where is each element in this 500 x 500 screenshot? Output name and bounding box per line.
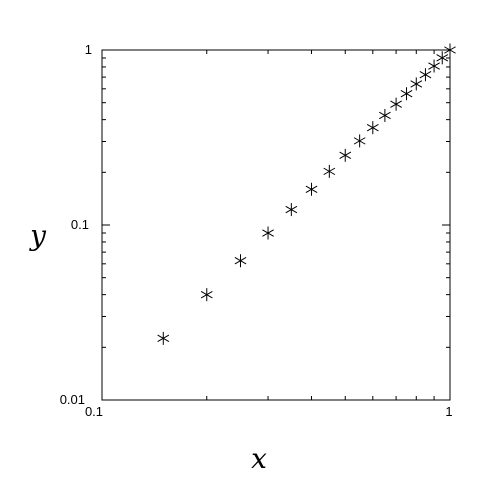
data-point — [400, 87, 413, 101]
data-points — [157, 43, 456, 345]
x-tick-label-0.1: 0.1 — [85, 404, 103, 419]
data-point-stroke — [305, 185, 318, 193]
data-point-stroke — [436, 54, 449, 62]
x-axis-label: x — [251, 442, 267, 475]
y-axis-label: y — [28, 219, 47, 252]
data-point-stroke — [400, 90, 413, 98]
axis-ticks — [101, 49, 451, 401]
data-point-stroke — [379, 111, 391, 120]
data-point — [419, 68, 432, 82]
data-point — [428, 59, 440, 73]
data-point-stroke — [366, 123, 379, 132]
data-point — [323, 164, 336, 178]
data-point-stroke — [285, 205, 298, 214]
data-point — [390, 97, 402, 111]
data-point — [157, 331, 170, 345]
data-point — [339, 148, 352, 162]
data-point-stroke — [390, 100, 402, 108]
data-point-stroke — [262, 229, 274, 237]
data-point — [285, 203, 298, 217]
data-point-stroke — [339, 151, 352, 160]
data-point-stroke — [428, 62, 440, 70]
data-point — [353, 134, 366, 148]
axis-tick-labels: 0.1 1 0.01 0.1 1 — [60, 42, 453, 419]
data-point-stroke — [157, 334, 170, 343]
y-tick-label-0.1: 0.1 — [71, 217, 89, 232]
data-point-stroke — [353, 137, 366, 145]
x-tick-label-1: 1 — [445, 404, 452, 419]
data-point — [410, 77, 423, 91]
data-point — [262, 226, 274, 240]
data-point-stroke — [323, 167, 336, 176]
data-point — [436, 51, 449, 65]
y-tick-label-1: 1 — [85, 42, 92, 57]
data-point-stroke — [200, 290, 213, 299]
data-point — [379, 108, 391, 122]
data-point — [444, 43, 456, 57]
data-point — [200, 288, 213, 302]
plot-frame — [101, 49, 451, 401]
y-tick-label-0.01: 0.01 — [60, 392, 85, 407]
data-point — [234, 254, 247, 268]
data-point — [366, 121, 379, 135]
data-point-stroke — [444, 46, 456, 54]
data-point — [305, 182, 318, 196]
data-point-stroke — [419, 71, 432, 79]
data-point-stroke — [234, 257, 247, 265]
data-point-stroke — [410, 80, 423, 88]
